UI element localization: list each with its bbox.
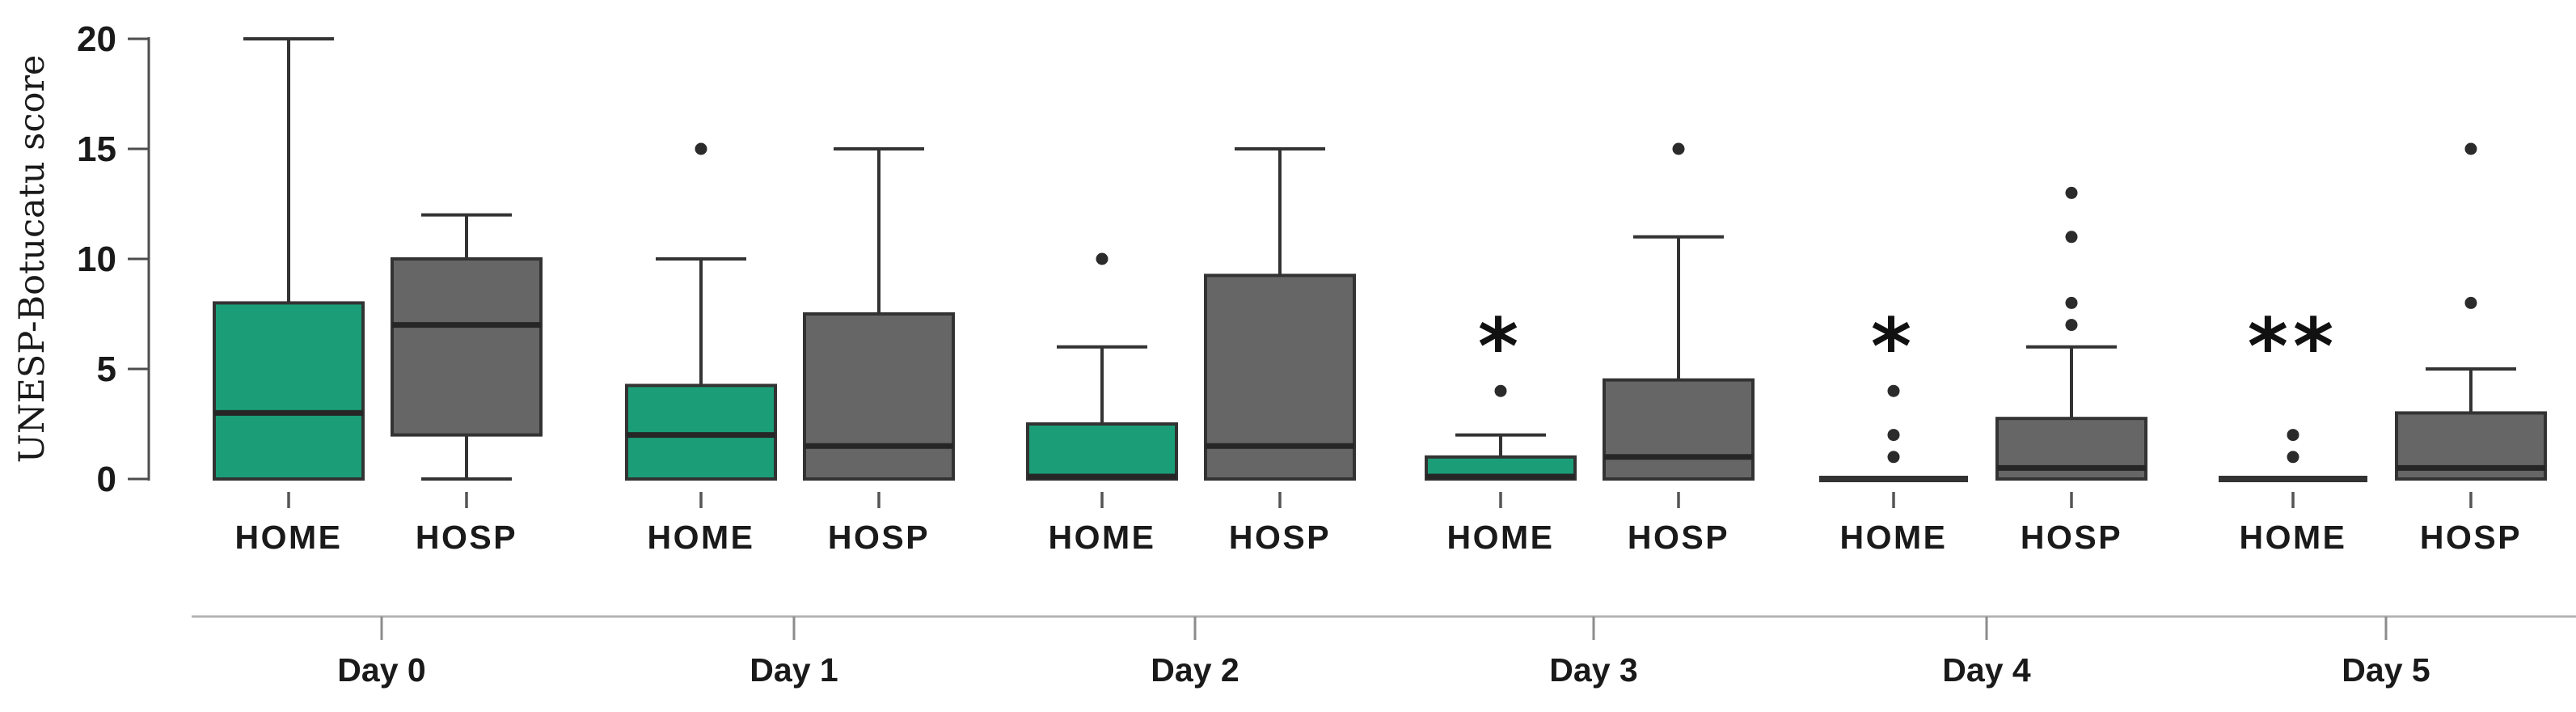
series-label-hosp-day5: HOSP	[2420, 519, 2522, 556]
significance-marker-home-day3: *	[1478, 302, 1523, 392]
significance-marker-home-day4: *	[1871, 302, 1916, 392]
outlier-dot-hosp-day5	[2464, 296, 2477, 309]
outlier-dot-hosp-day3	[1672, 142, 1685, 155]
collapsed-box-home-day5	[2219, 476, 2367, 482]
series-label-home-day3: HOME	[1447, 519, 1555, 556]
series-label-home-day2: HOME	[1049, 519, 1156, 556]
y-tick-label: 15	[77, 129, 116, 169]
collapsed-box-home-day4	[1819, 476, 1968, 482]
outlier-dot-home-day3	[1494, 384, 1507, 397]
day-label: Day 1	[750, 651, 838, 689]
series-label-home-day4: HOME	[1840, 519, 1948, 556]
y-axis-title: UNESP-Botucatu score	[12, 55, 53, 464]
y-tick-label: 10	[77, 239, 116, 279]
y-tick-label: 5	[97, 350, 116, 389]
series-label-hosp-day1: HOSP	[828, 519, 930, 556]
box-home-day0	[213, 301, 365, 481]
box-hosp-day3	[1603, 378, 1755, 481]
outlier-dot-home-day5	[2287, 451, 2299, 464]
day-label: Day 5	[2342, 651, 2430, 689]
outlier-dot-home-day4	[1887, 429, 1900, 442]
y-tick-label: 0	[97, 460, 116, 499]
series-label-home-day5: HOME	[2240, 519, 2347, 556]
y-tick-label: 20	[77, 19, 116, 59]
outlier-dot-hosp-day4	[2065, 231, 2078, 244]
outlier-dot-home-day5	[2287, 429, 2299, 442]
box-home-day2	[1026, 422, 1178, 481]
outlier-dot-hosp-day4	[2065, 186, 2078, 199]
box-hosp-day0	[391, 257, 543, 437]
day-label: Day 4	[1942, 651, 2031, 689]
series-label-hosp-day3: HOSP	[1628, 519, 1729, 556]
outlier-dot-hosp-day4	[2065, 296, 2078, 309]
day-label: Day 0	[337, 651, 425, 689]
day-label: Day 2	[1151, 651, 1239, 689]
day-label: Day 3	[1549, 651, 1637, 689]
outlier-dot-home-day1	[695, 142, 707, 155]
outlier-dot-home-day2	[1096, 252, 1109, 265]
box-hosp-day1	[803, 312, 955, 481]
series-label-hosp-day2: HOSP	[1229, 519, 1331, 556]
series-label-hosp-day4: HOSP	[2021, 519, 2122, 556]
outlier-dot-hosp-day4	[2065, 319, 2078, 332]
series-label-home-day0: HOME	[235, 519, 343, 556]
outlier-dot-home-day4	[1887, 384, 1900, 397]
outlier-dot-home-day4	[1887, 451, 1900, 464]
significance-marker-home-day5: **	[2248, 302, 2338, 392]
series-label-hosp-day0: HOSP	[416, 519, 517, 556]
series-label-home-day1: HOME	[648, 519, 755, 556]
outlier-dot-hosp-day5	[2464, 142, 2477, 155]
